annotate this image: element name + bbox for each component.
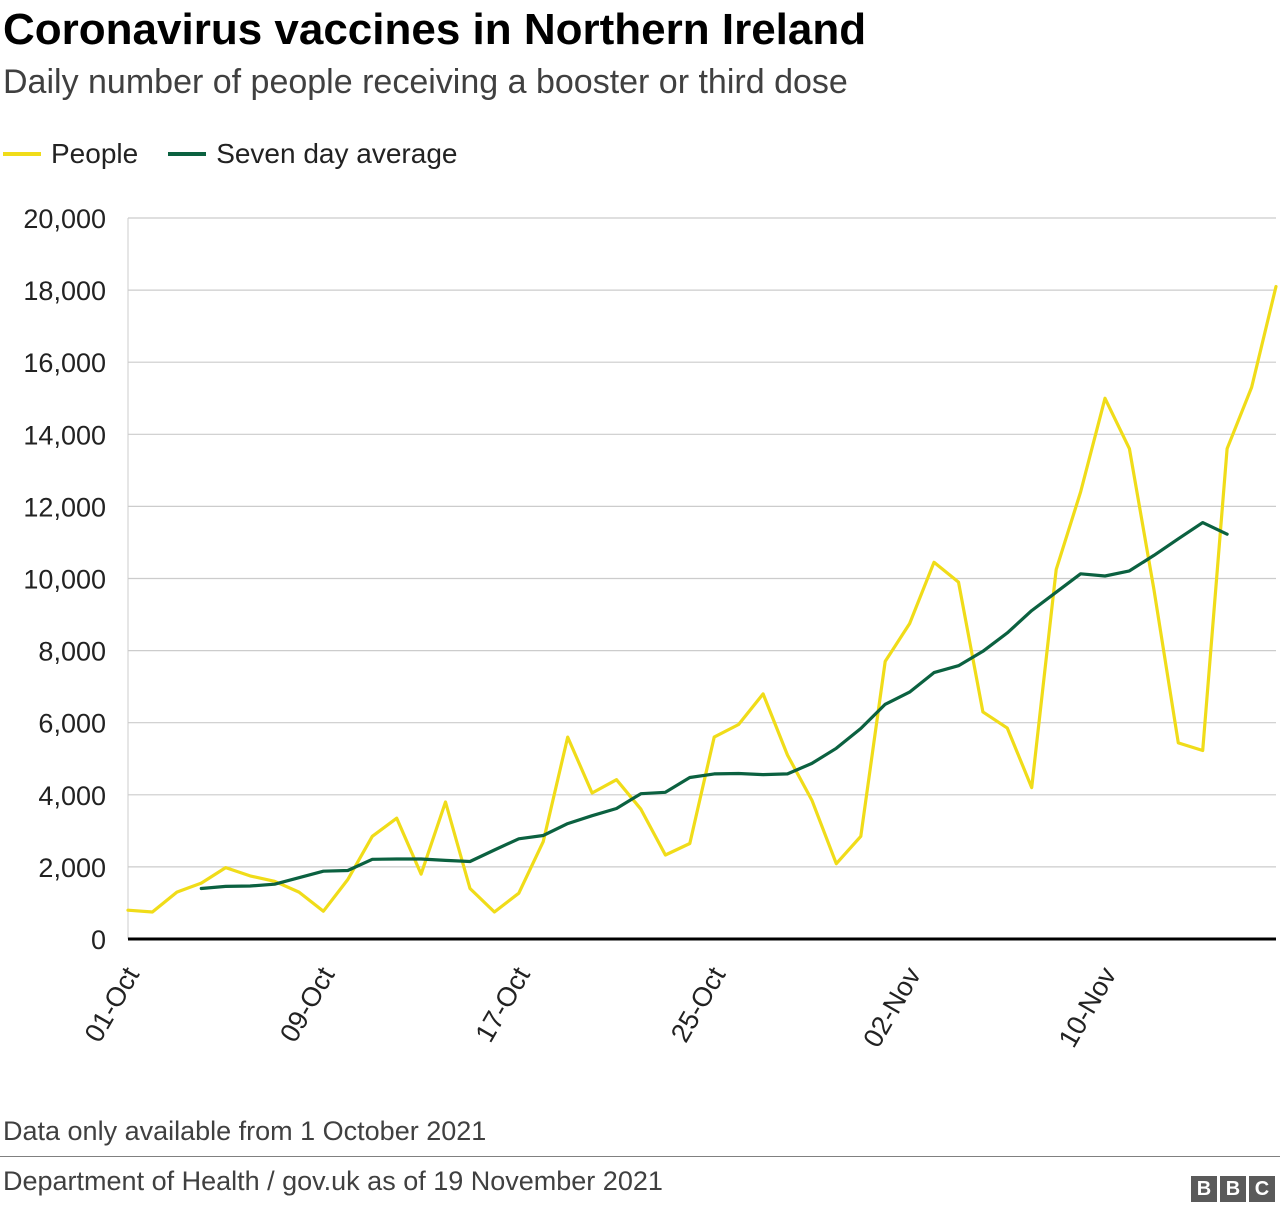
legend-item-seven-day-average: Seven day average [168, 138, 457, 170]
y-tick-label: 16,000 [23, 348, 106, 378]
y-tick-label: 2,000 [38, 853, 106, 883]
chart-subtitle: Daily number of people receiving a boost… [3, 63, 848, 101]
y-tick-label: 12,000 [23, 492, 106, 522]
x-axis-labels: 01-Oct 09-Oct 17-Oct 25-Oct 02-Nov 10-Nov [79, 962, 1123, 1053]
y-tick-label: 8,000 [38, 637, 106, 667]
series-line-seven-day-average [199, 520, 1229, 891]
y-axis-labels: 0 2,000 4,000 6,000 8,000 10,000 12,000 14,000 1… [23, 204, 106, 955]
x-tick-label: 01-Oct [79, 962, 146, 1048]
series-lines [126, 284, 1278, 914]
y-tick-label: 10,000 [23, 565, 106, 595]
x-tick-label: 02-Nov [857, 962, 927, 1053]
gridlines [127, 217, 1276, 939]
bbc-logo-letter: B [1220, 1176, 1246, 1202]
x-tick-label: 10-Nov [1053, 962, 1123, 1053]
chart-title: Coronavirus vaccines in Northern Ireland [3, 5, 867, 54]
line-chart: 0 2,000 4,000 6,000 8,000 10,000 12,000 14,000 1… [23, 204, 1278, 1053]
y-tick-label: 0 [91, 925, 106, 955]
y-tick-label: 20,000 [23, 204, 106, 234]
x-tick-label: 25-Oct [665, 962, 732, 1048]
y-tick-label: 18,000 [23, 276, 106, 306]
legend-swatch-people [3, 152, 41, 156]
legend-item-people: People [3, 138, 138, 170]
bbc-logo: B B C [1191, 1176, 1275, 1202]
footer-divider [0, 1156, 1280, 1157]
y-tick-label: 14,000 [23, 420, 106, 450]
series-line-people [126, 284, 1278, 914]
x-tick-label: 09-Oct [274, 962, 341, 1048]
y-tick-label: 4,000 [38, 781, 106, 811]
bbc-logo-letter: C [1249, 1176, 1275, 1202]
legend-label-seven-day-average: Seven day average [216, 138, 458, 169]
legend: People Seven day average [3, 134, 487, 174]
y-tick-label: 6,000 [38, 709, 106, 739]
legend-swatch-seven-day-average [168, 152, 207, 156]
bbc-logo-letter: B [1191, 1176, 1217, 1202]
footnote: Data only available from 1 October 2021 [3, 1116, 487, 1146]
x-tick-label: 17-Oct [470, 962, 537, 1048]
legend-label-people: People [51, 138, 139, 169]
source-text: Department of Health / gov.uk as of 19 N… [3, 1166, 663, 1196]
